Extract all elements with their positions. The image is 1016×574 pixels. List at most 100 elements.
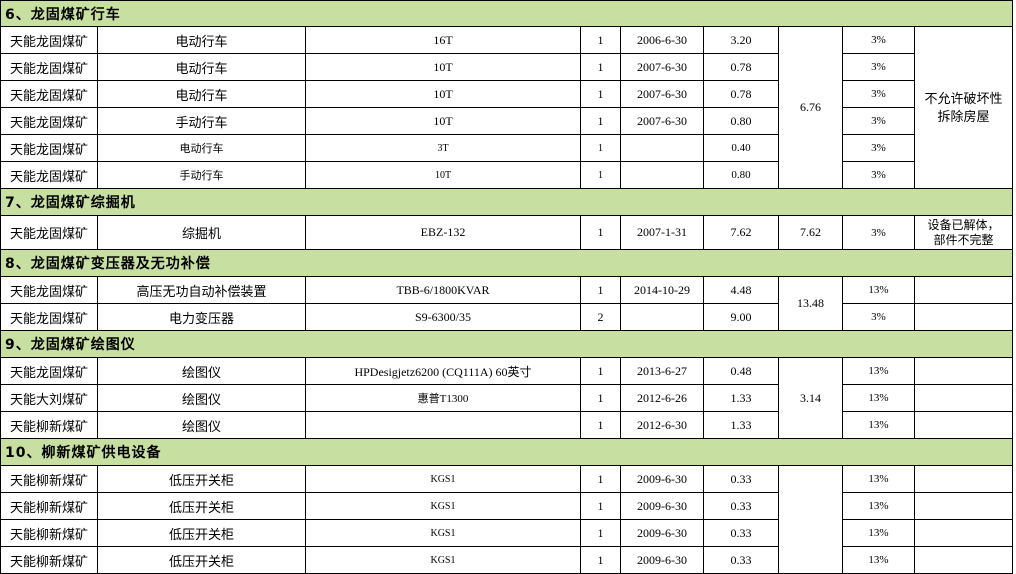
cell-equipment[interactable]: 手动行车 bbox=[97, 107, 306, 135]
cell-value[interactable]: 0.48 bbox=[703, 357, 779, 385]
cell-pct[interactable]: 13% bbox=[842, 492, 915, 520]
cell-qty[interactable]: 1 bbox=[580, 26, 621, 54]
cell-pct[interactable]: 13% bbox=[842, 519, 915, 547]
cell-spec[interactable] bbox=[305, 411, 581, 439]
cell-note[interactable]: 不允许破坏性 拆除房屋 bbox=[913, 26, 1014, 189]
cell-subtotal[interactable]: 7.62 bbox=[778, 215, 843, 250]
cell-qty[interactable]: 1 bbox=[580, 465, 621, 493]
cell-pct[interactable]: 13% bbox=[842, 546, 915, 574]
cell-note[interactable] bbox=[913, 465, 1014, 493]
cell-equipment[interactable]: 绘图仪 bbox=[97, 357, 306, 385]
cell-pct[interactable]: 3% bbox=[842, 80, 915, 108]
cell-qty[interactable]: 1 bbox=[580, 357, 621, 385]
cell-date[interactable]: 2012-6-30 bbox=[620, 411, 704, 439]
cell-spec[interactable]: 惠普T1300 bbox=[305, 384, 581, 412]
cell-equipment[interactable]: 电动行车 bbox=[97, 134, 306, 162]
cell-subtotal[interactable] bbox=[778, 465, 843, 574]
cell-spec[interactable]: EBZ-132 bbox=[305, 215, 581, 250]
cell-equipment[interactable]: 低压开关柜 bbox=[97, 492, 306, 520]
cell-subtotal[interactable]: 3.14 bbox=[778, 357, 843, 439]
cell-pct[interactable]: 3% bbox=[842, 53, 915, 81]
cell-company[interactable]: 天能龙固煤矿 bbox=[0, 303, 98, 331]
cell-equipment[interactable]: 绘图仪 bbox=[97, 411, 306, 439]
cell-qty[interactable]: 1 bbox=[580, 519, 621, 547]
cell-value[interactable]: 3.20 bbox=[703, 26, 779, 54]
cell-subtotal[interactable]: 13.48 bbox=[778, 276, 843, 331]
cell-equipment[interactable]: 电动行车 bbox=[97, 26, 306, 54]
cell-equipment[interactable]: 电力变压器 bbox=[97, 303, 306, 331]
cell-note[interactable] bbox=[913, 519, 1014, 547]
cell-pct[interactable]: 3% bbox=[842, 26, 915, 54]
cell-company[interactable]: 天能龙固煤矿 bbox=[0, 161, 98, 189]
cell-spec[interactable]: 3T bbox=[305, 134, 581, 162]
cell-spec[interactable]: KGS1 bbox=[305, 465, 581, 493]
cell-pct[interactable]: 13% bbox=[842, 411, 915, 439]
section-header[interactable]: 6、龙固煤矿行车 bbox=[0, 0, 1014, 27]
cell-date[interactable]: 2012-6-26 bbox=[620, 384, 704, 412]
cell-qty[interactable]: 1 bbox=[580, 53, 621, 81]
cell-company[interactable]: 天能柳新煤矿 bbox=[0, 546, 98, 574]
cell-note[interactable] bbox=[913, 546, 1014, 574]
cell-spec[interactable]: 10T bbox=[305, 107, 581, 135]
cell-spec[interactable]: S9-6300/35 bbox=[305, 303, 581, 331]
cell-company[interactable]: 天能龙固煤矿 bbox=[0, 134, 98, 162]
cell-qty[interactable]: 1 bbox=[580, 80, 621, 108]
section-header[interactable]: 7、龙固煤矿综掘机 bbox=[0, 188, 1014, 216]
cell-spec[interactable]: 10T bbox=[305, 80, 581, 108]
cell-pct[interactable]: 13% bbox=[842, 276, 915, 304]
cell-pct[interactable]: 13% bbox=[842, 384, 915, 412]
cell-equipment[interactable]: 手动行车 bbox=[97, 161, 306, 189]
cell-date[interactable]: 2009-6-30 bbox=[620, 465, 704, 493]
cell-company[interactable]: 天能龙固煤矿 bbox=[0, 215, 98, 250]
cell-equipment[interactable]: 电动行车 bbox=[97, 53, 306, 81]
cell-company[interactable]: 天能柳新煤矿 bbox=[0, 519, 98, 547]
cell-date[interactable]: 2007-6-30 bbox=[620, 107, 704, 135]
cell-note[interactable] bbox=[913, 384, 1014, 412]
cell-pct[interactable]: 13% bbox=[842, 465, 915, 493]
cell-spec[interactable]: KGS1 bbox=[305, 492, 581, 520]
cell-date[interactable]: 2009-6-30 bbox=[620, 492, 704, 520]
cell-company[interactable]: 天能龙固煤矿 bbox=[0, 80, 98, 108]
cell-pct[interactable]: 13% bbox=[842, 357, 915, 385]
cell-equipment[interactable]: 低压开关柜 bbox=[97, 546, 306, 574]
section-header[interactable]: 8、龙固煤矿变压器及无功补偿 bbox=[0, 249, 1014, 277]
cell-spec[interactable]: TBB-6/1800KVAR bbox=[305, 276, 581, 304]
cell-date[interactable]: 2007-1-31 bbox=[620, 215, 704, 250]
cell-spec[interactable]: 10T bbox=[305, 53, 581, 81]
cell-qty[interactable]: 1 bbox=[580, 134, 621, 162]
cell-qty[interactable]: 1 bbox=[580, 215, 621, 250]
cell-date[interactable] bbox=[620, 303, 704, 331]
cell-subtotal[interactable]: 6.76 bbox=[778, 26, 843, 189]
cell-qty[interactable]: 1 bbox=[580, 161, 621, 189]
cell-qty[interactable]: 1 bbox=[580, 546, 621, 574]
cell-date[interactable]: 2007-6-30 bbox=[620, 53, 704, 81]
cell-qty[interactable]: 1 bbox=[580, 492, 621, 520]
cell-note[interactable] bbox=[913, 357, 1014, 385]
cell-pct[interactable]: 3% bbox=[842, 161, 915, 189]
cell-date[interactable]: 2006-6-30 bbox=[620, 26, 704, 54]
cell-value[interactable]: 9.00 bbox=[703, 303, 779, 331]
cell-value[interactable]: 0.80 bbox=[703, 161, 779, 189]
cell-company[interactable]: 天能龙固煤矿 bbox=[0, 357, 98, 385]
cell-company[interactable]: 天能龙固煤矿 bbox=[0, 107, 98, 135]
cell-pct[interactable]: 3% bbox=[842, 303, 915, 331]
cell-equipment[interactable]: 低压开关柜 bbox=[97, 519, 306, 547]
cell-company[interactable]: 天能龙固煤矿 bbox=[0, 276, 98, 304]
cell-date[interactable] bbox=[620, 161, 704, 189]
cell-equipment[interactable]: 高压无功自动补偿装置 bbox=[97, 276, 306, 304]
cell-company[interactable]: 天能龙固煤矿 bbox=[0, 26, 98, 54]
cell-spec[interactable]: KGS1 bbox=[305, 546, 581, 574]
cell-date[interactable]: 2009-6-30 bbox=[620, 546, 704, 574]
cell-qty[interactable]: 1 bbox=[580, 411, 621, 439]
cell-value[interactable]: 0.80 bbox=[703, 107, 779, 135]
cell-note[interactable] bbox=[913, 492, 1014, 520]
cell-note[interactable] bbox=[913, 276, 1014, 304]
cell-value[interactable]: 1.33 bbox=[703, 411, 779, 439]
cell-spec[interactable]: 10T bbox=[305, 161, 581, 189]
cell-pct[interactable]: 3% bbox=[842, 107, 915, 135]
cell-company[interactable]: 天能龙固煤矿 bbox=[0, 53, 98, 81]
cell-note[interactable] bbox=[913, 411, 1014, 439]
cell-equipment[interactable]: 电动行车 bbox=[97, 80, 306, 108]
cell-value[interactable]: 0.33 bbox=[703, 465, 779, 493]
cell-company[interactable]: 天能柳新煤矿 bbox=[0, 492, 98, 520]
